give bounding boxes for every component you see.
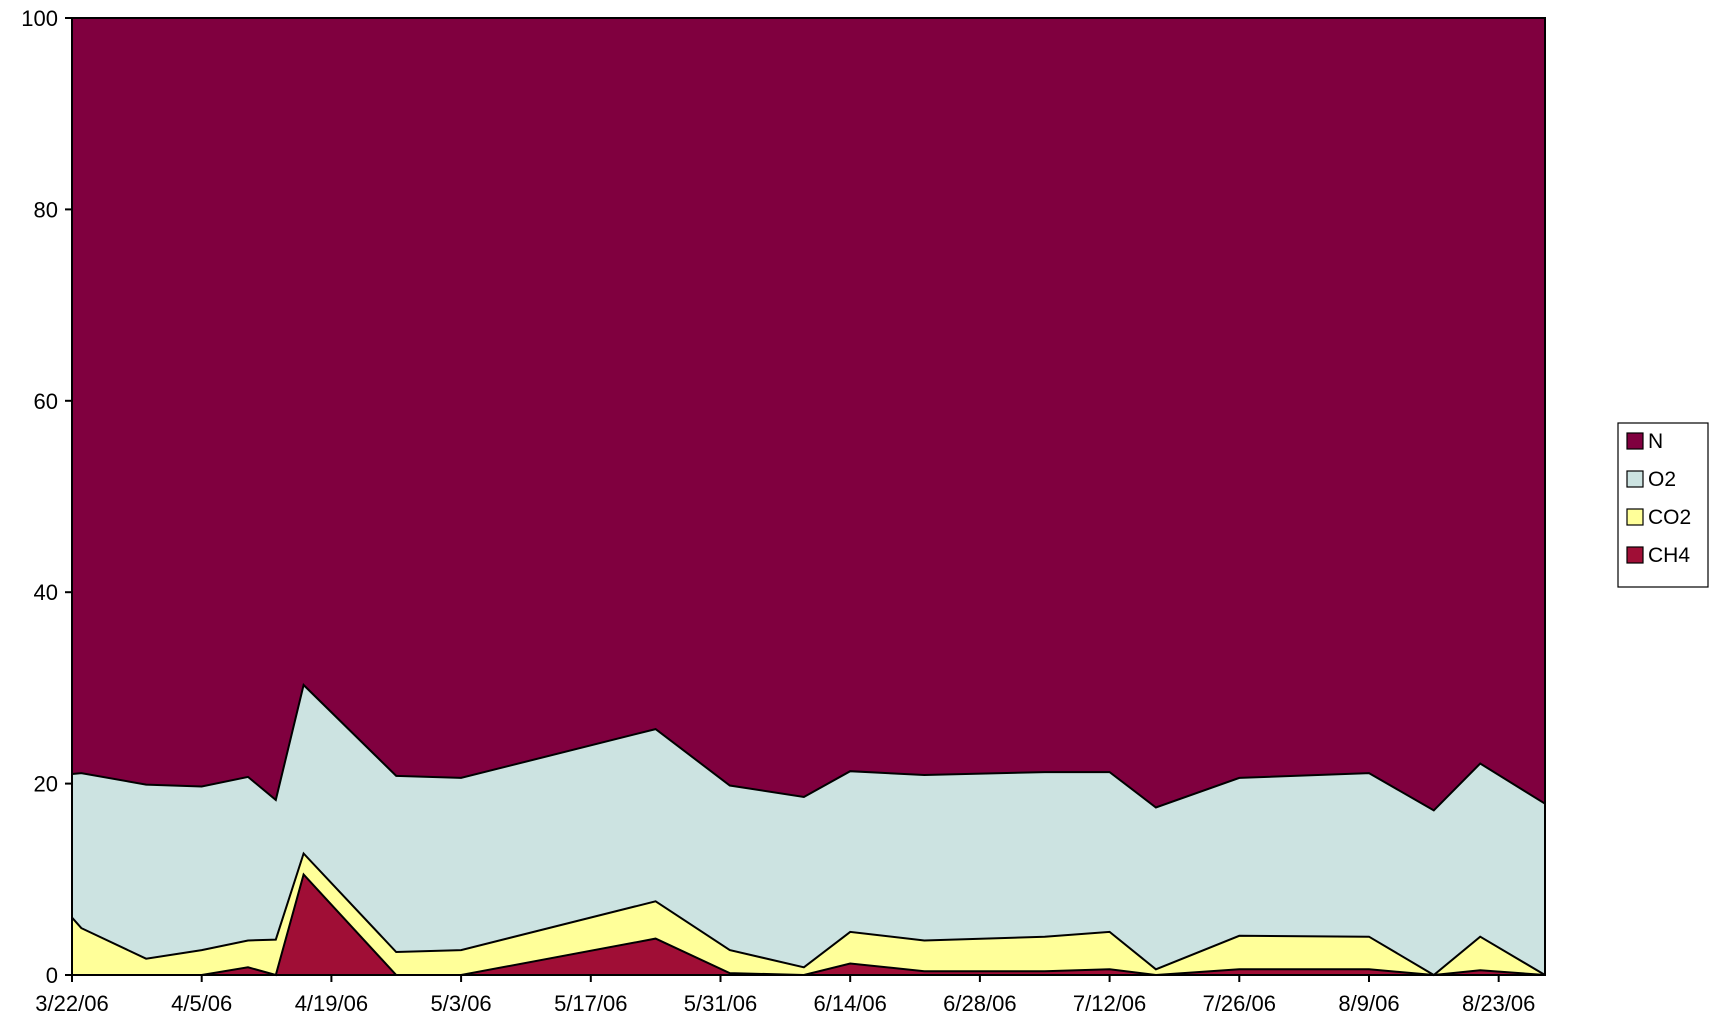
- legend-label-n: N: [1648, 430, 1663, 453]
- y-tick-label: 40: [34, 580, 58, 605]
- x-tick-label: 5/17/06: [554, 991, 627, 1016]
- x-tick-label: 5/3/06: [431, 991, 492, 1016]
- legend-label-o2: O2: [1648, 468, 1676, 491]
- x-tick-label: 4/5/06: [171, 991, 232, 1016]
- x-tick-label: 6/28/06: [943, 991, 1016, 1016]
- plot-area: [71, 17, 1546, 977]
- x-tick-label: 8/23/06: [1462, 991, 1535, 1016]
- x-tick-label: 6/14/06: [813, 991, 886, 1016]
- area-o2: [72, 685, 1545, 975]
- legend-label-ch4: CH4: [1648, 544, 1690, 567]
- y-tick-label: 80: [34, 197, 58, 222]
- line-co2: [71, 851, 1546, 977]
- axes: 0 20 40 60 80 100 3/22/06 4/5/06 4/19/06 5/3/06 5/…: [21, 6, 1546, 1016]
- y-tick-label: 60: [34, 389, 58, 414]
- x-tick-label: 7/12/06: [1073, 991, 1146, 1016]
- legend-swatch-co2: [1626, 508, 1644, 526]
- legend-label-co2: CO2: [1648, 506, 1691, 529]
- x-tick-label: 7/26/06: [1203, 991, 1276, 1016]
- y-tick-label: 0: [46, 963, 58, 988]
- area-co2: [72, 853, 1545, 975]
- legend-swatch-o2: [1626, 470, 1644, 488]
- legend: N O2 CO2 CH4: [1617, 422, 1709, 588]
- x-tick-label: 5/31/06: [684, 991, 757, 1016]
- legend-swatch-ch4: [1626, 546, 1644, 564]
- line-o2: [71, 683, 1546, 812]
- plot-frame: [71, 17, 1546, 976]
- area-n: [72, 18, 1545, 811]
- x-tick-label: 3/22/06: [35, 991, 108, 1016]
- x-tick-label: 8/9/06: [1338, 991, 1399, 1016]
- y-tick-label: 20: [34, 772, 58, 797]
- x-tick-label: 4/19/06: [295, 991, 368, 1016]
- legend-swatch-n: [1626, 432, 1644, 450]
- y-tick-label: 100: [21, 6, 58, 31]
